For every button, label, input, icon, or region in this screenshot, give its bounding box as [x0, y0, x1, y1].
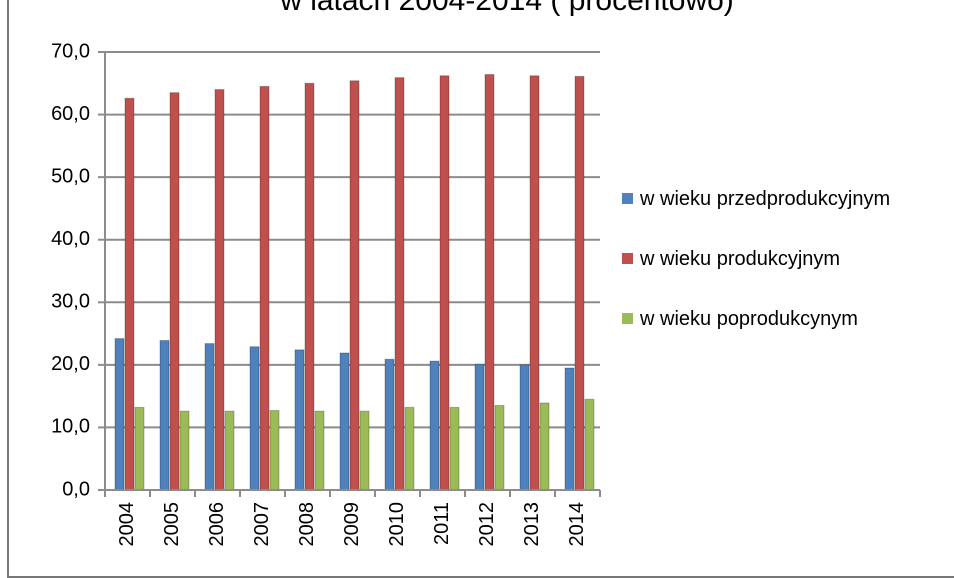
bar [179, 410, 190, 491]
bar [214, 89, 225, 491]
legend-label: w wieku poprodukcynym [640, 308, 858, 330]
y-tick-label: 10,0 [51, 416, 90, 438]
bar [359, 410, 370, 491]
bar [249, 346, 260, 491]
legend: w wieku przedprodukcyjnym w wieku produkc… [622, 180, 922, 360]
bar [584, 398, 595, 491]
bar [429, 360, 440, 491]
legend-item: w wieku poprodukcynym [622, 300, 922, 338]
y-tick-label: 20,0 [51, 353, 90, 375]
x-tick-label: 2011 [431, 502, 453, 545]
bar [114, 338, 125, 491]
x-tick-label: 2014 [566, 502, 588, 547]
bar [394, 77, 405, 491]
bar [134, 406, 145, 491]
x-tick-label: 2004 [116, 502, 138, 547]
bar [304, 82, 315, 491]
bar [449, 406, 460, 491]
legend-item: w wieku przedprodukcyjnym [622, 180, 922, 218]
x-tick-label: 2009 [341, 502, 363, 547]
chart-title: w latach 2004-2014 ( procentowo) [279, 0, 734, 17]
bar [314, 410, 325, 491]
x-tick-label: 2013 [521, 502, 543, 547]
bar [474, 363, 485, 491]
bar [124, 97, 135, 491]
bar [519, 364, 530, 491]
chart-frame [7, 0, 954, 578]
bar [494, 405, 505, 491]
bar [404, 406, 415, 491]
y-tick-label: 70,0 [51, 40, 90, 62]
y-tick-label: 60,0 [51, 103, 90, 125]
legend-swatch [622, 253, 633, 264]
bar [259, 85, 270, 491]
bar [159, 339, 170, 491]
bar [294, 349, 305, 491]
legend-item: w wieku produkcyjnym [622, 240, 922, 278]
y-tick-label: 30,0 [51, 291, 90, 313]
bar [529, 75, 540, 491]
bar [269, 410, 280, 491]
bar [349, 80, 360, 491]
bar [384, 358, 395, 491]
bar [204, 343, 215, 491]
legend-label: w wieku przedprodukcyjnym [640, 188, 891, 210]
x-tick-label: 2010 [386, 502, 408, 547]
bar [484, 74, 495, 491]
bar [574, 75, 585, 491]
bar [564, 367, 575, 491]
bar [439, 75, 450, 491]
bar [339, 352, 350, 491]
legend-swatch [622, 193, 633, 204]
x-tick-label: 2005 [161, 502, 183, 547]
y-tick-label: 0,0 [62, 478, 90, 500]
x-tick-label: 2008 [296, 502, 318, 547]
bar [224, 410, 235, 491]
x-tick-label: 2006 [206, 502, 228, 547]
y-tick-label: 50,0 [51, 165, 90, 187]
y-tick-label: 40,0 [51, 228, 90, 250]
legend-swatch [622, 313, 633, 324]
bar [169, 92, 180, 491]
bar [539, 402, 550, 491]
legend-label: w wieku produkcyjnym [640, 248, 841, 270]
x-tick-label: 2007 [251, 502, 273, 547]
x-tick-label: 2012 [476, 502, 498, 547]
